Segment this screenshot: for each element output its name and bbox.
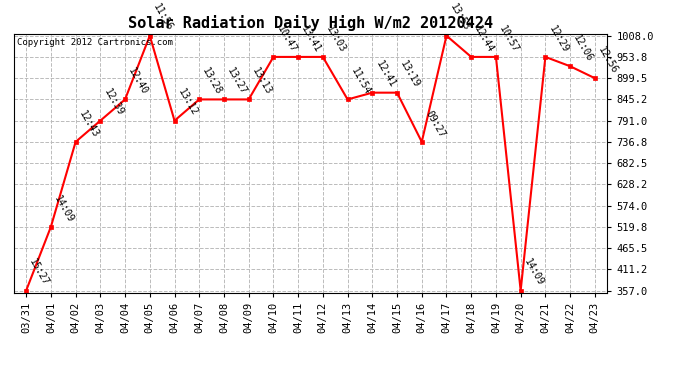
Text: 13:41: 13:41 bbox=[299, 24, 323, 54]
Text: 12:06: 12:06 bbox=[571, 33, 595, 63]
Text: 10:57: 10:57 bbox=[497, 24, 521, 54]
Text: 13:12: 13:12 bbox=[176, 87, 199, 118]
Text: 13:27: 13:27 bbox=[226, 66, 248, 97]
Text: 12:56: 12:56 bbox=[596, 45, 620, 75]
Text: 13:03: 13:03 bbox=[324, 24, 348, 54]
Text: 09:27: 09:27 bbox=[423, 109, 446, 139]
Text: 13:19: 13:19 bbox=[398, 60, 422, 90]
Text: 15:27: 15:27 bbox=[28, 257, 51, 288]
Text: 14:09: 14:09 bbox=[52, 194, 76, 224]
Text: 12:43: 12:43 bbox=[77, 109, 100, 139]
Text: 12:40: 12:40 bbox=[126, 66, 150, 97]
Text: 10:47: 10:47 bbox=[275, 24, 298, 54]
Text: 14:09: 14:09 bbox=[522, 257, 545, 288]
Text: 11:54: 11:54 bbox=[349, 66, 373, 97]
Text: 13:28: 13:28 bbox=[201, 66, 224, 97]
Text: 11:56: 11:56 bbox=[151, 3, 175, 33]
Text: 12:29: 12:29 bbox=[546, 24, 570, 54]
Text: 12:39: 12:39 bbox=[101, 87, 125, 118]
Text: Copyright 2012 Cartronics.com: Copyright 2012 Cartronics.com bbox=[17, 38, 172, 46]
Text: 12:41: 12:41 bbox=[374, 60, 397, 90]
Text: 12:44: 12:44 bbox=[473, 24, 496, 54]
Text: 13:13: 13:13 bbox=[250, 66, 273, 97]
Text: 13:53: 13:53 bbox=[448, 3, 471, 33]
Title: Solar Radiation Daily High W/m2 20120424: Solar Radiation Daily High W/m2 20120424 bbox=[128, 15, 493, 31]
